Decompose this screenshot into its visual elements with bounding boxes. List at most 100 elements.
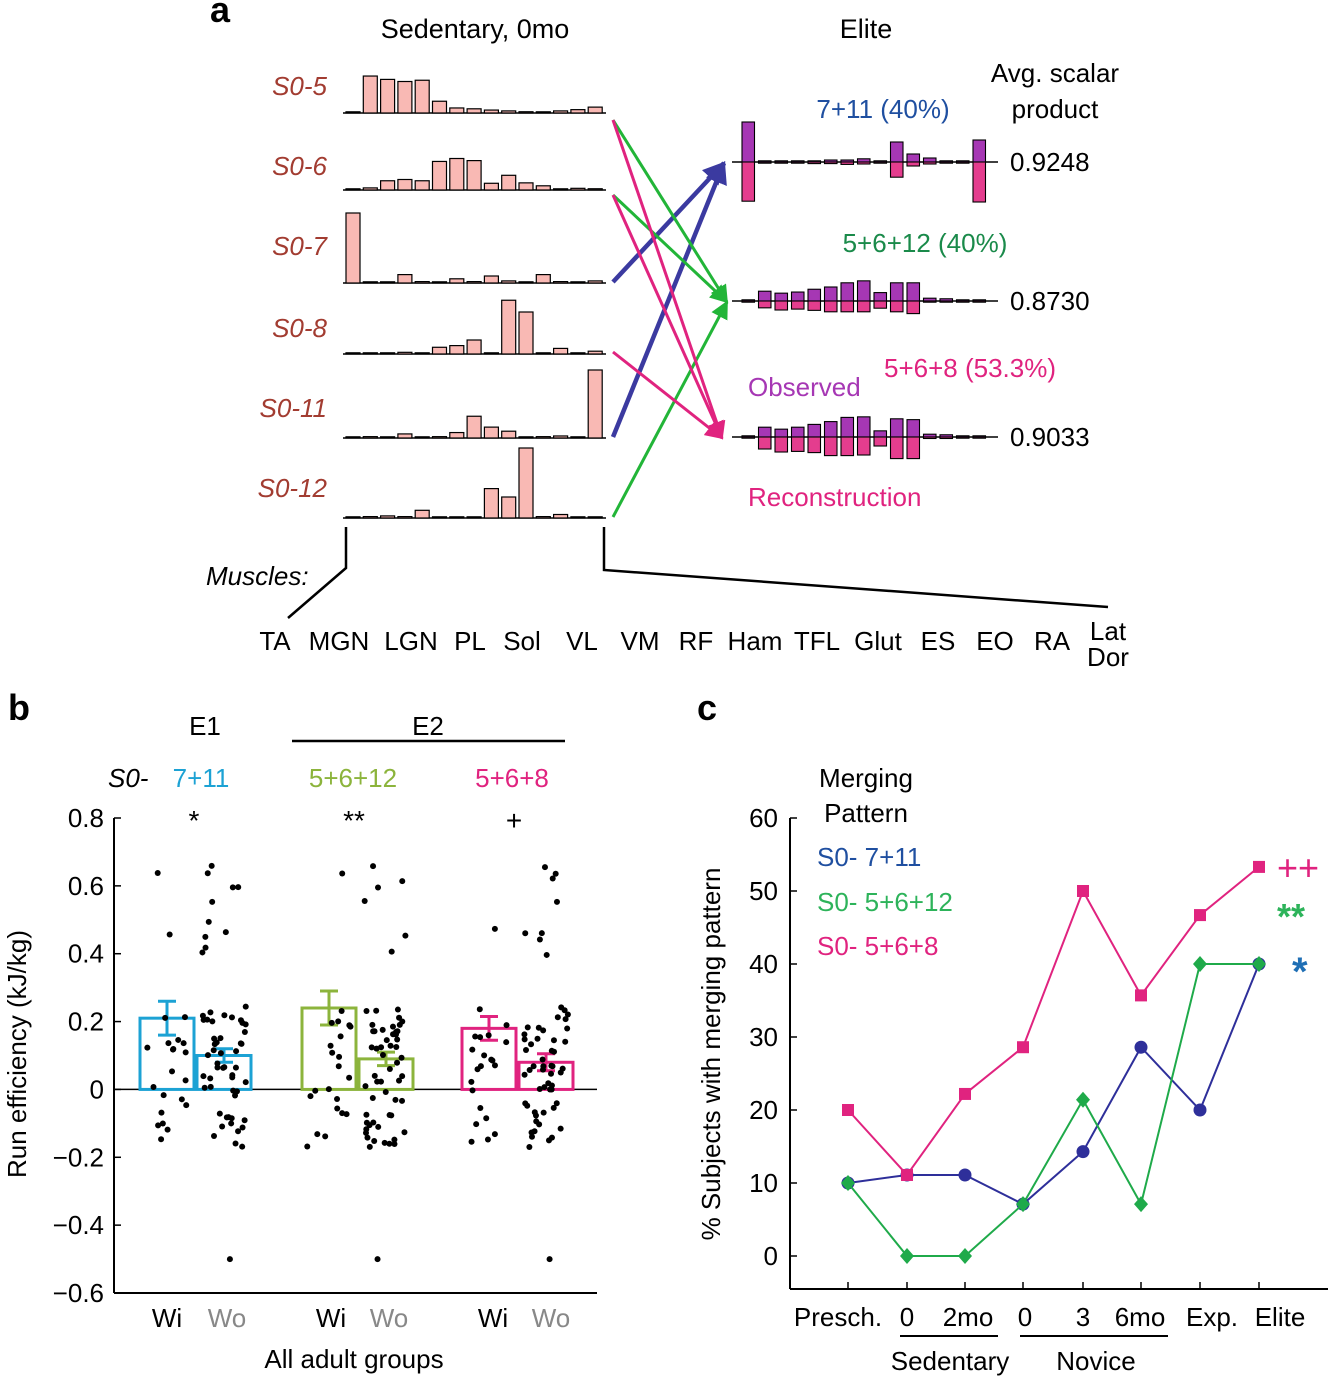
c-y-tick-label: 30 <box>749 1022 778 1052</box>
arrow-s0-8-to-5-6-8 <box>612 350 724 440</box>
square-marker <box>959 1087 971 1100</box>
reconstruction-bar <box>939 436 954 440</box>
circle-marker <box>1193 1103 1207 1117</box>
muscle-name: Sol <box>503 626 541 656</box>
data-point <box>307 1093 314 1100</box>
b-y-tick-label: 0 <box>90 1074 104 1104</box>
reconstruction-bar <box>873 436 888 447</box>
observed-bar <box>774 292 789 302</box>
reconstruction-bar <box>889 436 904 460</box>
data-point <box>175 1036 182 1043</box>
data-point <box>363 1008 370 1015</box>
b-y-tick-label: −0.6 <box>53 1278 104 1308</box>
observed-bar <box>856 280 871 302</box>
muscle-name: Ham <box>728 626 783 656</box>
reconstruction-bar <box>955 436 970 439</box>
data-point <box>373 1007 380 1014</box>
sed-bar <box>449 431 465 439</box>
data-point <box>530 1063 537 1070</box>
x-tick-wi: Wi <box>152 1303 182 1333</box>
data-point <box>540 1109 547 1116</box>
data-point <box>536 1085 543 1092</box>
reconstruction-bar <box>873 300 888 309</box>
data-point <box>162 1014 169 1021</box>
e2-label: E2 <box>412 711 444 741</box>
data-point <box>220 1064 227 1071</box>
c-x-tick-label: 2mo <box>943 1302 994 1332</box>
data-point <box>241 1029 248 1036</box>
data-point <box>473 1121 480 1128</box>
merge-label-5-6-8: 5+6+8 (53.3%) <box>884 353 1056 383</box>
sed-bar <box>570 352 586 355</box>
diamond-marker <box>841 1175 855 1191</box>
data-point <box>347 1023 354 1030</box>
reconstruction-bar <box>922 300 937 303</box>
muscle-name: RA <box>1034 626 1071 656</box>
circle-marker <box>1134 1040 1148 1054</box>
data-point <box>327 1042 334 1049</box>
sed-bar <box>362 352 378 355</box>
data-point <box>386 1140 393 1147</box>
data-point <box>238 1040 245 1047</box>
square-marker <box>1194 909 1206 922</box>
scalar-value: 0.8730 <box>1010 286 1090 316</box>
data-point <box>158 1109 165 1116</box>
data-point <box>396 1077 403 1084</box>
b-y-tick-label: 0.8 <box>68 803 104 833</box>
data-point <box>474 1066 481 1073</box>
data-point <box>402 932 409 939</box>
reconstruction-bar <box>972 161 987 203</box>
sed-label: S0-8 <box>272 313 327 343</box>
group-label-5-6-12: 5+6+12 <box>309 763 397 793</box>
data-point <box>334 1105 341 1112</box>
data-point <box>210 1132 217 1139</box>
sed-bar <box>362 515 378 519</box>
reconstruction-bar <box>807 161 822 165</box>
merge-label-5-6-12: 5+6+12 (40%) <box>843 228 1008 258</box>
merge-label-7-11: 7+11 (40%) <box>816 94 949 124</box>
legend-5-6-8: S0- 5+6+8 <box>817 931 938 961</box>
data-point <box>540 1027 547 1034</box>
sed-bar <box>535 185 551 191</box>
data-point <box>468 1138 475 1145</box>
diamond-marker <box>1076 1091 1090 1108</box>
data-point <box>368 1044 375 1051</box>
data-point <box>204 870 211 877</box>
sed-label: S0-7 <box>272 231 328 261</box>
data-point <box>205 918 212 925</box>
series-line <box>847 866 1260 1177</box>
muscles-bracket <box>287 527 1109 619</box>
data-point <box>374 1256 381 1263</box>
diamond-marker <box>1134 1196 1148 1213</box>
muscle-name: VL <box>566 626 598 656</box>
data-point <box>207 1083 214 1090</box>
data-point <box>363 1111 370 1118</box>
sed-bar <box>414 180 430 191</box>
data-point <box>232 1064 239 1071</box>
data-point <box>389 1023 396 1030</box>
observed-bar <box>922 157 937 163</box>
sed-bar <box>501 496 517 519</box>
data-point <box>207 1075 214 1082</box>
data-point <box>561 1007 568 1014</box>
sedentary-bars <box>343 75 606 519</box>
data-point <box>521 1031 528 1038</box>
sedentary-synergy-labels: S0-5 S0-6 S0-7 S0-8 S0-11 S0-12 <box>258 71 329 503</box>
sed-bar <box>518 447 534 519</box>
sed-bar <box>431 100 448 114</box>
data-point <box>217 1050 224 1057</box>
square-marker <box>1253 860 1265 873</box>
panel-a: a Sedentary, 0mo Elite Avg. scalar produ… <box>206 0 1129 672</box>
data-point <box>219 1123 226 1130</box>
data-point <box>169 1068 176 1075</box>
data-point <box>158 1136 165 1143</box>
sed-bar <box>587 516 603 519</box>
data-point <box>370 863 377 870</box>
data-point <box>391 1136 398 1143</box>
data-point <box>160 1092 167 1099</box>
x-tick-wi: Wi <box>478 1303 508 1333</box>
c-x-tick-label: 0 <box>900 1302 914 1332</box>
legend-5-6-12: S0- 5+6+12 <box>817 887 953 917</box>
reconstruction-bar <box>972 436 987 439</box>
reconstruction-bar <box>790 300 805 310</box>
